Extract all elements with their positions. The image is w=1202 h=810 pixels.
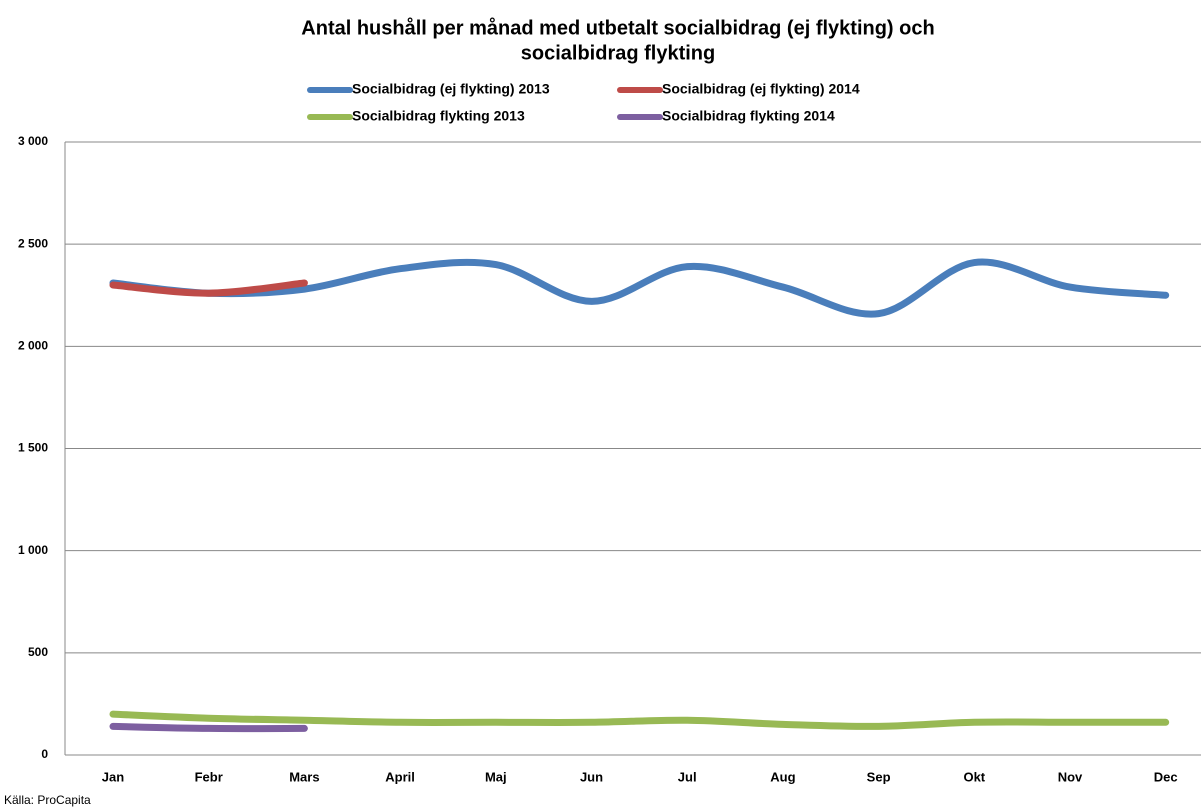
x-tick-label: Mars	[289, 769, 319, 784]
x-tick-label: Nov	[1058, 769, 1083, 784]
y-tick-label: 1 000	[18, 543, 48, 557]
x-tick-label: Dec	[1154, 769, 1178, 784]
series-line	[109, 258, 1170, 318]
y-tick-label: 1 500	[18, 441, 48, 455]
legend-label: Socialbidrag flykting 2013	[352, 108, 525, 124]
x-tick-label: Okt	[963, 769, 985, 784]
y-tick-label: 0	[41, 747, 48, 761]
legend-label: Socialbidrag (ej flykting) 2014	[662, 81, 860, 97]
y-tick-label: 2 000	[18, 339, 48, 353]
series-line	[109, 710, 1170, 730]
chart-title: Antal hushåll per månad med utbetalt soc…	[301, 16, 934, 39]
y-tick-label: 3 000	[18, 134, 48, 148]
legend-label: Socialbidrag (ej flykting) 2013	[352, 81, 550, 97]
x-tick-label: Maj	[485, 769, 507, 784]
x-tick-label: Jul	[678, 769, 697, 784]
y-tick-label: 500	[28, 645, 48, 659]
legend-label: Socialbidrag flykting 2014	[662, 108, 835, 124]
x-tick-label: Sep	[867, 769, 891, 784]
source: Källa: ProCapita	[4, 793, 91, 807]
x-tick-label: April	[385, 769, 415, 784]
series-line	[109, 722, 308, 733]
chart-title: socialbidrag flykting	[521, 42, 715, 64]
x-tick-label: Jan	[102, 769, 124, 784]
series-line	[109, 279, 308, 297]
x-tick-label: Aug	[770, 769, 795, 784]
x-tick-label: Jun	[580, 769, 603, 784]
x-tick-label: Febr	[195, 769, 223, 784]
y-tick-label: 2 500	[18, 236, 48, 250]
